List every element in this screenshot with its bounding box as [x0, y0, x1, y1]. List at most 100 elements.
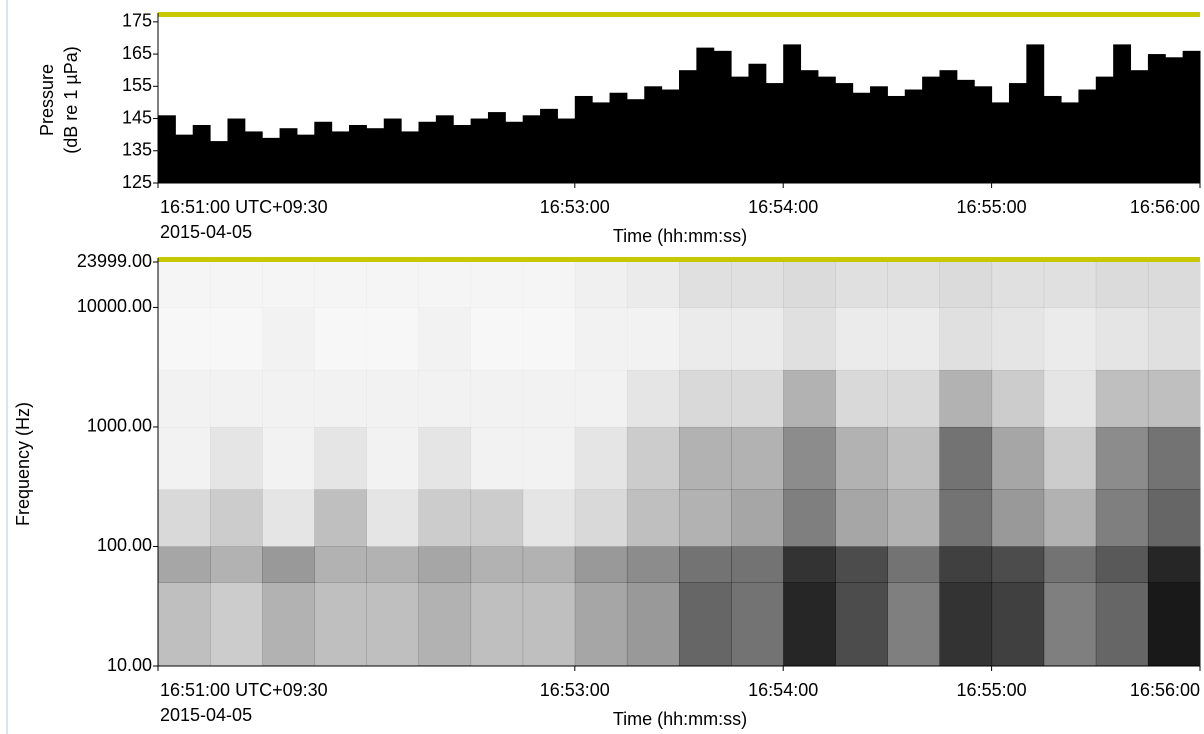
pressure-bar: [1026, 44, 1045, 184]
pressure-bar: [158, 115, 176, 183]
spectrogram-cell: [366, 489, 419, 547]
spectrogram-cell: [158, 546, 211, 583]
spectrogram-cell: [1147, 582, 1201, 667]
pressure-bar: [800, 70, 819, 183]
spectrogram-cell: [210, 426, 263, 490]
spectrogram-cell: [418, 489, 472, 547]
pressure-bar: [661, 89, 680, 183]
pressure-bar: [522, 115, 541, 183]
spectrogram-cell: [991, 262, 1045, 308]
spectrogram-cell: [418, 307, 472, 371]
pressure-bar: [748, 63, 767, 183]
pressure-bar: [557, 118, 576, 183]
pressure-bar: [435, 115, 454, 183]
spectrogram-cell: [314, 582, 367, 667]
y-tick-label: 155: [122, 75, 152, 95]
pressure-bar: [227, 118, 246, 183]
spectrogram-cell: [783, 426, 836, 490]
pressure-bar: [835, 83, 854, 183]
spectrogram-cell: [522, 369, 576, 428]
y-tick-label: 10.00: [107, 655, 152, 675]
spectrogram-cell: [470, 369, 524, 428]
spectrogram-cell: [210, 307, 263, 370]
x-tick-label: 16:56:00: [1130, 197, 1200, 217]
spectrogram-cell: [314, 307, 367, 370]
spectrogram-cell: [210, 262, 263, 308]
spectrogram-cell: [262, 546, 315, 583]
spectrogram-cell: [1095, 489, 1149, 547]
date-label: 2015-04-05: [160, 705, 252, 725]
spectrogram-cell: [574, 262, 628, 308]
selection-bar[interactable]: [158, 257, 1200, 262]
spectrogram-cell: [626, 369, 680, 428]
spectrogram-cell: [731, 489, 784, 547]
spectrogram-cell: [887, 262, 940, 308]
pressure-bar: [939, 70, 958, 183]
spectrogram-cell: [626, 546, 680, 583]
spectrogram-cell: [1147, 489, 1201, 547]
pressure-bar: [244, 131, 263, 183]
spectrogram-cell: [679, 582, 732, 667]
pressure-bar: [1061, 102, 1079, 183]
spectrogram-cell: [835, 262, 888, 308]
spectrogram-cell: [679, 369, 732, 428]
spectrogram-cell: [366, 307, 419, 370]
spectrogram-cell: [1043, 426, 1097, 490]
spectrogram-cell: [522, 582, 576, 667]
spectrogram-cell: [1043, 307, 1097, 371]
selection-bar[interactable]: [158, 12, 1200, 17]
pressure-bar: [1130, 70, 1149, 183]
pressure-bar: [366, 128, 385, 183]
spectrogram-cell: [887, 582, 940, 667]
date-label: 2015-04-05: [160, 222, 252, 242]
pressure-bar: [870, 86, 888, 183]
spectrogram-cell: [522, 426, 576, 490]
spectrogram-cell: [731, 426, 784, 490]
spectrogram-cell: [262, 307, 315, 371]
spectrogram-cell: [574, 307, 628, 371]
spectrogram-cell: [262, 262, 315, 308]
spectrogram-cell: [991, 307, 1045, 371]
y-tick-label: 145: [122, 107, 152, 127]
spectrogram-cell: [626, 307, 680, 371]
pressure-bar: [1182, 50, 1201, 183]
spectrogram-cell: [1095, 369, 1149, 428]
spectrogram-cell: [262, 369, 315, 428]
x-tick-label: 16:51:00: [160, 680, 230, 700]
spectrogram-cell: [574, 582, 628, 667]
spectrogram-cell: [210, 582, 263, 667]
spectrogram-cell: [991, 369, 1045, 428]
spectrogram-cell: [262, 489, 315, 547]
spectrogram-cell: [314, 489, 367, 547]
spectrogram-cell: [418, 582, 472, 667]
spectrogram-cell: [314, 546, 367, 583]
spectrogram-cell: [1095, 582, 1149, 667]
spectrogram-cell: [991, 546, 1045, 583]
spectrogram-cell: [1147, 262, 1201, 308]
spectrogram-cell: [1043, 582, 1097, 667]
spectrogram-cell: [262, 582, 315, 667]
spectrogram-cell: [626, 426, 680, 490]
spectrogram-cell: [418, 369, 472, 428]
y-tick-label: 165: [122, 43, 152, 63]
pressure-bar: [262, 137, 281, 183]
y-tick-label: 125: [122, 172, 152, 192]
spectrogram-cell: [418, 546, 472, 583]
pressure-bar: [956, 79, 975, 183]
x-axis-title: Time (hh:mm:ss): [613, 709, 747, 729]
spectrogram-cell: [835, 307, 888, 371]
spectrogram-cell: [366, 546, 419, 583]
pressure-bar: [349, 124, 367, 183]
pressure-bar: [626, 99, 645, 183]
y-tick-label: 135: [122, 140, 152, 160]
spectrogram-cell: [574, 546, 628, 583]
spectrogram-cell: [522, 262, 576, 308]
y-tick-label: 10000.00: [77, 296, 152, 316]
spectrogram-cell: [210, 369, 263, 428]
pressure-bar: [1078, 89, 1097, 183]
spectrogram-cell: [1095, 546, 1149, 583]
x-tick-label: 16:54:00: [748, 197, 818, 217]
spectrogram-cell: [991, 582, 1045, 667]
pressure-bar: [922, 76, 940, 183]
spectrogram-cell: [783, 307, 836, 371]
